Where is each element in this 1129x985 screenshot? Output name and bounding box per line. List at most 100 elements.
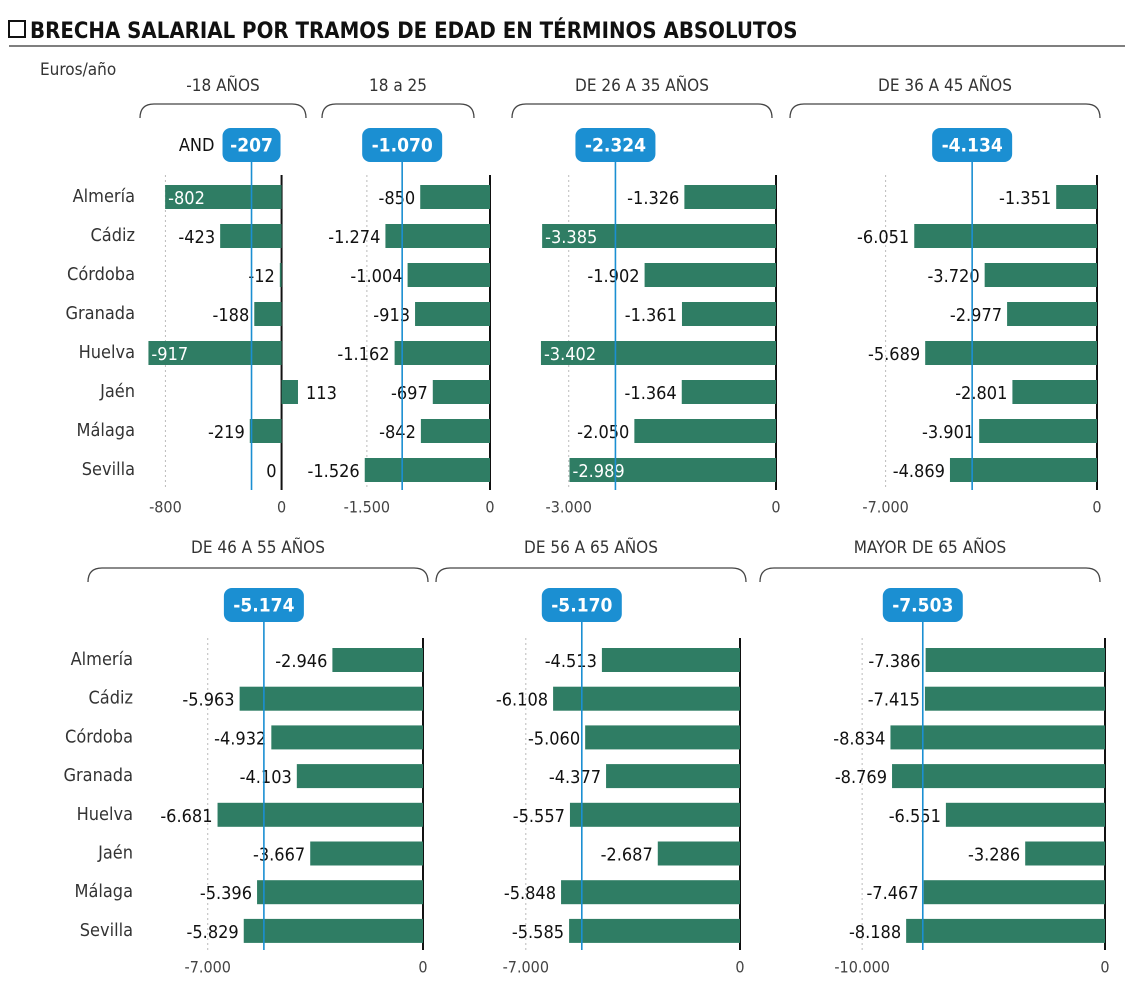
bar [394,341,490,365]
category-label: Huelva [79,342,135,363]
value-label: -2.989 [572,461,624,482]
category-label: Málaga [74,881,133,902]
bar [634,419,776,443]
value-label: -697 [391,383,428,404]
bar [254,302,282,326]
value-label: -3.402 [544,344,596,365]
bar [553,686,740,711]
value-label: -6.551 [889,806,941,827]
bar [243,918,423,943]
panel-brace [435,567,747,583]
value-label: -5.585 [512,922,564,943]
value-label: -7.467 [866,883,918,904]
bar [569,458,776,482]
x-tick-label: 0 [735,958,744,977]
value-label: 113 [306,383,337,404]
value-label: -842 [379,422,416,443]
panel-title: 18 a 25 [369,76,427,96]
panel-brace [789,103,1101,119]
category-label: Jaén [99,381,135,402]
bar [890,725,1105,750]
category-label: Almería [71,649,133,670]
category-label: Granada [63,765,133,786]
value-label: -1.361 [625,305,677,326]
panel-title: DE 56 A 65 AÑOS [524,536,658,558]
bar [415,302,490,326]
value-label: 0 [266,461,276,482]
category-label: Almería [73,186,135,207]
category-label: Córdoba [67,264,135,285]
category-label: Granada [65,303,135,324]
value-label: -423 [178,227,215,248]
value-label: -5.060 [528,728,580,749]
bar [281,380,298,404]
value-label: -6.108 [496,690,548,711]
value-label: -4.869 [893,461,945,482]
x-tick-label: -800 [149,498,182,517]
value-label: -1.526 [308,461,360,482]
average-badge [223,588,304,622]
panel-title: MAYOR DE 65 AÑOS [854,536,1007,558]
average-label: -1.070 [372,135,433,157]
average-badge [222,128,281,162]
value-label: -913 [373,305,410,326]
value-label: -5.396 [200,883,252,904]
bar [585,725,740,750]
bar [217,802,423,827]
category-label: Málaga [76,420,135,441]
average-label: -207 [230,135,273,157]
bar [906,918,1105,943]
value-label: -917 [151,344,188,365]
value-label: -5.557 [513,806,565,827]
x-tick-label: 0 [1092,498,1101,517]
value-label: -2.050 [577,422,629,443]
x-tick-label: 0 [418,958,427,977]
bar [1007,302,1097,326]
bar [271,725,423,750]
average-label: -5.174 [233,595,294,617]
bar [569,802,740,827]
category-label: Sevilla [80,920,133,941]
value-label: -802 [168,188,205,209]
category-label: Jaén [97,843,133,864]
value-label: -2.801 [955,383,1007,404]
value-label: -4.377 [549,767,601,788]
value-label: -8.769 [835,767,887,788]
value-label: -5.689 [868,344,920,365]
bar [542,224,776,248]
category-label: Cádiz [88,688,133,709]
bar [561,880,740,905]
x-tick-label: -10.000 [834,958,890,977]
category-label: Córdoba [65,726,133,747]
value-label: -4.932 [214,728,266,749]
bar [949,458,1097,482]
average-name: AND [179,135,215,156]
x-tick-label: 0 [1100,958,1109,977]
bar [420,185,490,209]
x-tick-label: -7.000 [862,498,908,517]
bar [420,419,490,443]
value-label: -188 [213,305,250,326]
bar [644,263,776,287]
bar [945,802,1105,827]
panel-brace [139,103,307,119]
average-badge [575,128,656,162]
panel-title: DE 26 A 35 AÑOS [575,74,709,96]
x-tick-label: -3.000 [546,498,592,517]
panel-brace [321,103,475,119]
value-label: -3.720 [927,266,979,287]
bar [249,419,282,443]
bar [540,341,776,365]
category-label: Cádiz [90,225,135,246]
bar [924,686,1105,711]
value-label: -1.004 [350,266,402,287]
bar [984,263,1097,287]
bar [364,458,490,482]
bar [279,263,282,287]
x-tick-label: -1.500 [344,498,390,517]
x-tick-label: -7.000 [185,958,231,977]
value-label: -12 [248,266,274,287]
x-tick-label: -7.000 [503,958,549,977]
value-label: -1.902 [587,266,639,287]
